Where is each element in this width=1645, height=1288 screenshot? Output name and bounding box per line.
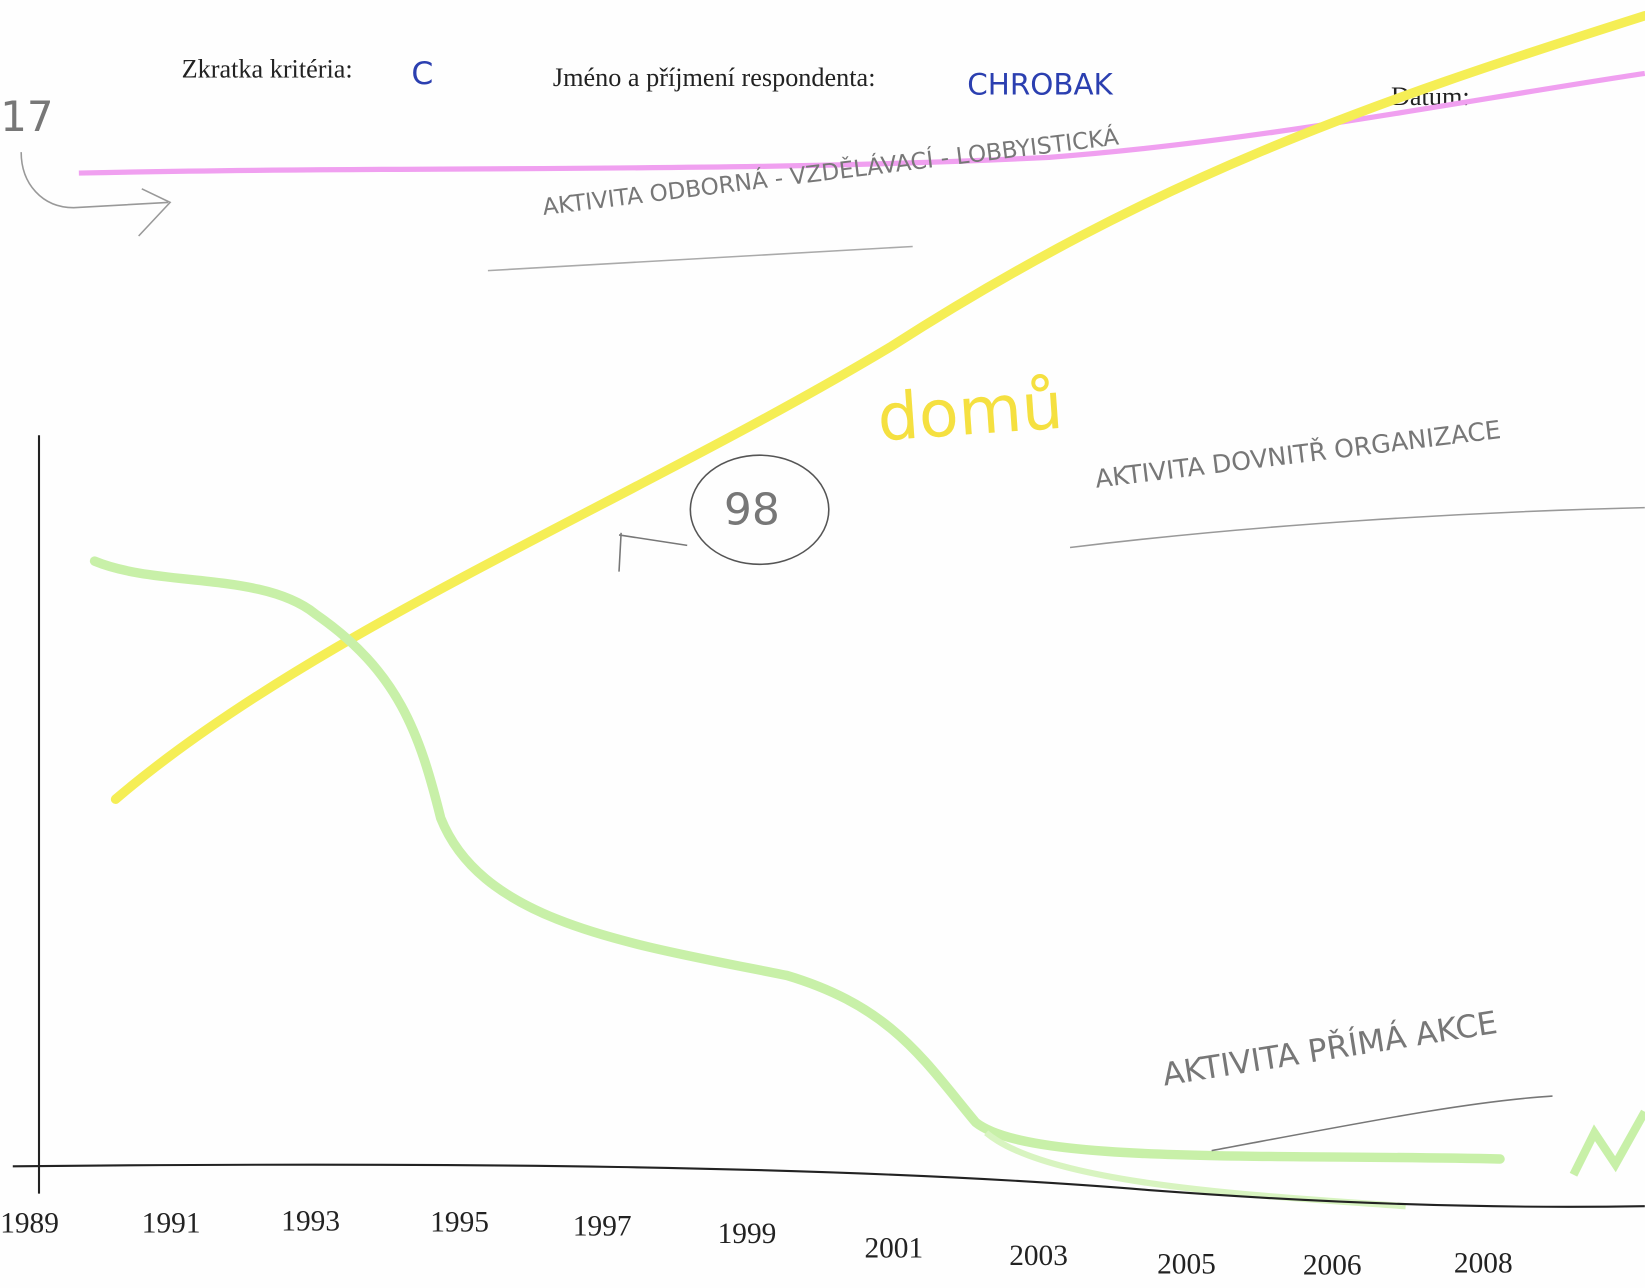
x-axis bbox=[12, 1163, 1645, 1208]
arrow bbox=[20, 152, 172, 237]
pink-line bbox=[78, 70, 1645, 176]
yellow-note: domů bbox=[875, 369, 1065, 457]
yellow-line bbox=[110, 11, 1645, 804]
underline bbox=[1069, 506, 1645, 549]
underline bbox=[487, 245, 913, 272]
year-label: 2001 bbox=[864, 1233, 923, 1265]
underline bbox=[1211, 1095, 1553, 1152]
year-label: 1993 bbox=[281, 1205, 340, 1237]
circled-number: 98 bbox=[724, 484, 780, 535]
respondent-value: CHROBAK bbox=[967, 67, 1113, 101]
year-label: 1997 bbox=[573, 1211, 632, 1243]
year-label: 2006 bbox=[1303, 1249, 1362, 1281]
green-line bbox=[89, 556, 1505, 1164]
top-number: 17 bbox=[0, 92, 53, 141]
year-label: 1991 bbox=[142, 1207, 201, 1239]
year-label: 2005 bbox=[1157, 1248, 1216, 1280]
arrow bbox=[618, 532, 688, 572]
year-label: 1989 bbox=[0, 1207, 59, 1239]
year-label: 1999 bbox=[718, 1218, 777, 1250]
criterion-value: C bbox=[411, 56, 433, 92]
year-label: 2008 bbox=[1454, 1247, 1513, 1279]
year-label: 1995 bbox=[430, 1206, 489, 1238]
respondent-label: Jméno a příjmení respondenta: bbox=[553, 63, 876, 92]
circle bbox=[689, 454, 830, 566]
green-scribble bbox=[1569, 1109, 1645, 1177]
criterion-label: Zkratka kritéria: bbox=[182, 55, 353, 84]
year-labels: 1989 1991 1993 1995 1997 1999 2001 2003 2005 2006… bbox=[0, 1205, 1512, 1281]
year-label: 2003 bbox=[1009, 1240, 1068, 1272]
